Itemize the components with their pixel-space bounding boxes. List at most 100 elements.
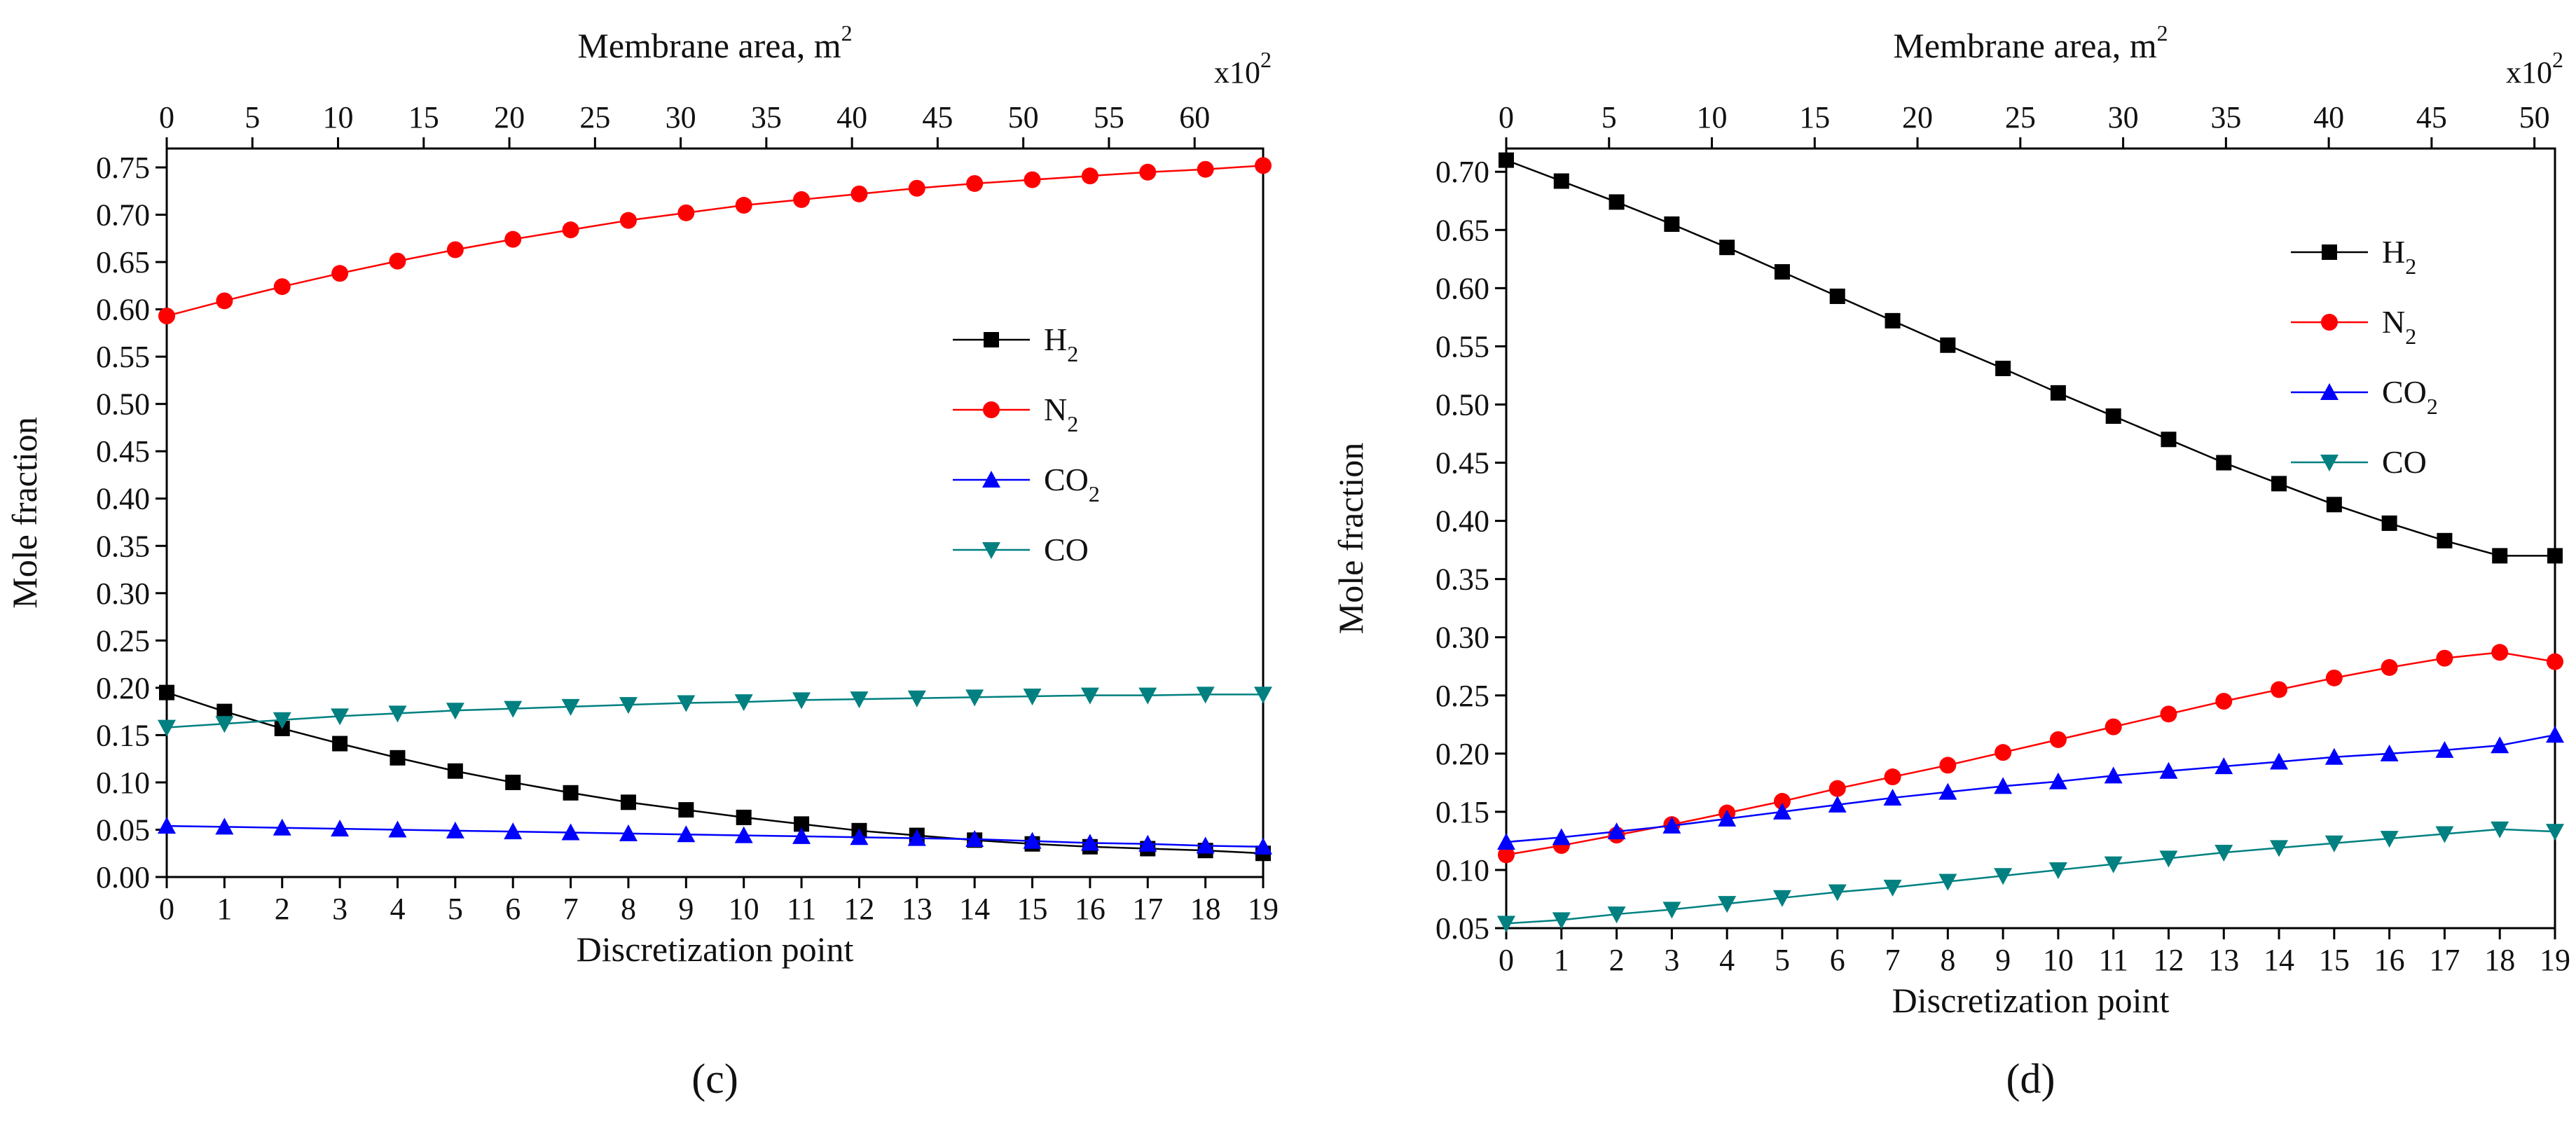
- data-point: [1255, 157, 1272, 174]
- data-point: [1552, 912, 1571, 930]
- legend-label: CO2: [2382, 374, 2438, 419]
- x-tick-label: 17: [1132, 892, 1163, 926]
- data-point: [1499, 152, 1514, 168]
- x-tick-label: 12: [843, 892, 874, 926]
- data-point: [447, 763, 463, 779]
- data-point: [965, 689, 984, 707]
- data-point: [159, 684, 174, 700]
- top-axis-multiplier-sup: 2: [1260, 47, 1272, 72]
- x-tick-label: 8: [1940, 943, 1955, 977]
- data-point: [1940, 337, 1956, 353]
- data-point: [1498, 846, 1515, 864]
- top-axis-multiplier: x102: [1214, 47, 1272, 90]
- data-point: [216, 292, 233, 310]
- series-n2: [1498, 644, 2563, 864]
- series-line: [166, 691, 1264, 855]
- data-point: [446, 821, 464, 838]
- data-point: [389, 252, 406, 270]
- data-point: [619, 824, 638, 841]
- data-point: [2048, 862, 2067, 879]
- series-co: [158, 686, 1272, 737]
- y-tick-label: 0.15: [96, 718, 150, 752]
- data-point: [2546, 824, 2564, 841]
- x-tick-label: 2: [275, 892, 290, 926]
- legend-marker: [984, 332, 999, 347]
- data-point: [1883, 879, 1902, 897]
- data-point: [2216, 455, 2232, 471]
- top-tick-label: 60: [1179, 100, 1210, 134]
- y-tick-label: 0.55: [1435, 329, 1489, 364]
- legend-marker: [983, 401, 1000, 418]
- top-tick-label: 20: [494, 100, 525, 134]
- y-tick-label: 0.75: [96, 151, 150, 185]
- legend-entry: CO2: [953, 462, 1100, 506]
- series-line: [166, 824, 1264, 848]
- data-point: [158, 817, 176, 834]
- y-tick-label: 0.05: [1435, 911, 1489, 946]
- data-point: [2270, 752, 2289, 770]
- data-point: [1994, 868, 2013, 885]
- data-point: [446, 241, 464, 258]
- legend-entry: H2: [953, 322, 1078, 366]
- data-point: [332, 736, 348, 752]
- series-line: [166, 165, 1264, 317]
- y-tick-label: 0.60: [1435, 271, 1489, 305]
- data-point: [1080, 687, 1099, 705]
- data-point: [1662, 816, 1681, 834]
- series-co: [1497, 821, 2564, 933]
- top-tick-label: 55: [1094, 100, 1124, 134]
- y-axis-title: Mole fraction: [5, 417, 44, 609]
- series-line: [1506, 828, 2556, 925]
- x-tick-label: 5: [1775, 943, 1790, 977]
- x-tick-label: 17: [2429, 943, 2460, 977]
- top-tick-label: 40: [836, 100, 867, 134]
- data-point: [2215, 693, 2233, 710]
- data-point: [2048, 772, 2067, 789]
- data-point: [1197, 160, 1214, 178]
- y-tick-label: 0.40: [96, 482, 150, 516]
- data-point: [2270, 840, 2289, 857]
- data-point: [1772, 802, 1791, 820]
- data-point: [736, 809, 752, 825]
- top-tick-label: 10: [323, 100, 354, 134]
- y-tick-label: 0.35: [1435, 562, 1489, 597]
- data-point: [331, 820, 350, 837]
- data-point: [677, 825, 696, 843]
- x-tick-label: 13: [902, 892, 932, 926]
- data-point: [908, 179, 925, 197]
- data-point: [1828, 884, 1847, 902]
- data-point: [2547, 548, 2563, 564]
- data-point: [273, 712, 291, 729]
- data-point: [2105, 718, 2122, 736]
- y-tick-label: 0.70: [1435, 155, 1489, 189]
- data-point: [446, 703, 464, 720]
- top-tick-label: 45: [2416, 100, 2447, 134]
- y-tick-label: 0.40: [1435, 504, 1489, 539]
- legend-label-sub: 2: [1089, 481, 1100, 506]
- x-tick-label: 18: [2484, 943, 2515, 977]
- data-point: [2435, 826, 2454, 843]
- data-point: [1718, 896, 1737, 913]
- y-axis-title: Mole fraction: [1331, 443, 1370, 635]
- x-tick-label: 14: [2264, 943, 2294, 977]
- data-point: [504, 700, 523, 718]
- data-point: [1024, 171, 1041, 188]
- x-tick-label: 15: [1017, 892, 1048, 926]
- y-tick-label: 0.60: [96, 293, 150, 327]
- top-tick-label: 30: [666, 100, 696, 134]
- legend-entry: CO: [2291, 444, 2427, 480]
- data-point: [216, 703, 233, 719]
- data-point: [1772, 890, 1791, 907]
- data-point: [331, 708, 350, 726]
- legend-label: H2: [1044, 322, 1078, 366]
- series-line: [166, 693, 1263, 729]
- data-point: [331, 265, 349, 282]
- top-axis-multiplier-sup: 2: [2552, 47, 2563, 72]
- top-tick-label: 25: [579, 100, 610, 134]
- x-tick-label: 4: [1719, 943, 1735, 977]
- legend-entry: CO2: [2291, 374, 2438, 419]
- data-point: [1080, 834, 1099, 851]
- top-tick-label: 0: [1499, 100, 1514, 134]
- data-point: [2491, 736, 2509, 754]
- data-point: [1138, 834, 1157, 852]
